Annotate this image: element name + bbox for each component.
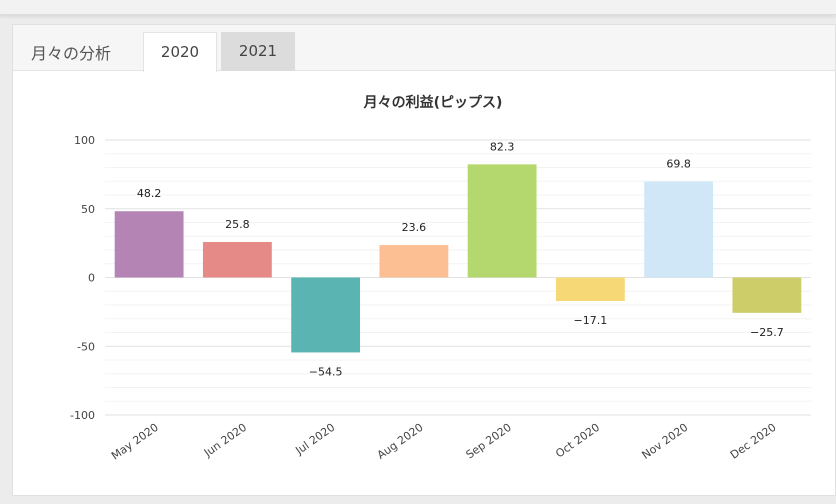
x-tick-label: Dec 2020 [728, 421, 779, 462]
tab-2021[interactable]: 2021 [221, 32, 295, 71]
data-labels: 48.2 25.8 −54.5 23.6 82.3 −17.1 69.8 −25.7 [137, 140, 784, 378]
x-tick-label: Sep 2020 [464, 421, 514, 462]
bar-series [114, 164, 802, 353]
top-strip [0, 0, 836, 15]
y-tick-label: -50 [77, 340, 95, 353]
monthly-profit-chart: 月々の利益(ピップス) 100 50 0 -50 -100 48.2 25.8 −54.5 2… [70, 94, 811, 463]
data-label: 82.3 [490, 140, 515, 153]
bar[interactable] [291, 277, 361, 353]
x-axis: May 2020 Jun 2020 Jul 2020 Aug 2020 Sep 2020… [109, 421, 779, 463]
data-label: 48.2 [137, 187, 162, 200]
bar[interactable] [114, 211, 184, 278]
data-label: 25.8 [225, 218, 250, 231]
x-tick-label: Aug 2020 [375, 421, 426, 462]
y-tick-label: -100 [70, 409, 95, 422]
bar[interactable] [732, 277, 802, 313]
panel-title: 月々の分析 [31, 44, 112, 63]
bar[interactable] [555, 277, 625, 302]
data-label: −25.7 [750, 326, 784, 339]
x-tick-label: May 2020 [109, 421, 161, 463]
data-label: 23.6 [402, 221, 427, 234]
data-label: 69.8 [666, 158, 691, 171]
x-tick-label: Oct 2020 [553, 421, 602, 461]
y-tick-label: 50 [81, 203, 95, 216]
y-axis: 100 50 0 -50 -100 [70, 134, 95, 422]
monthly-analysis-panel: 月々の分析 2020 2021 月々の利益(ピップス) 100 50 0 -50 -10… [12, 24, 836, 496]
bar[interactable] [202, 242, 272, 278]
bar[interactable] [379, 245, 449, 278]
data-label: −17.1 [574, 314, 608, 327]
x-tick-label: Jun 2020 [201, 421, 249, 460]
x-tick-label: Nov 2020 [639, 421, 690, 462]
y-tick-label: 0 [88, 272, 95, 285]
x-tick-label: Jul 2020 [292, 421, 337, 458]
data-label: −54.5 [309, 365, 343, 378]
y-tick-label: 100 [74, 134, 95, 147]
tab-2020[interactable]: 2020 [143, 32, 217, 72]
tab-bar: 月々の分析 2020 2021 [13, 25, 835, 72]
bar[interactable] [644, 181, 714, 278]
chart-title: 月々の利益(ピップス) [363, 94, 503, 111]
bar[interactable] [467, 164, 537, 278]
